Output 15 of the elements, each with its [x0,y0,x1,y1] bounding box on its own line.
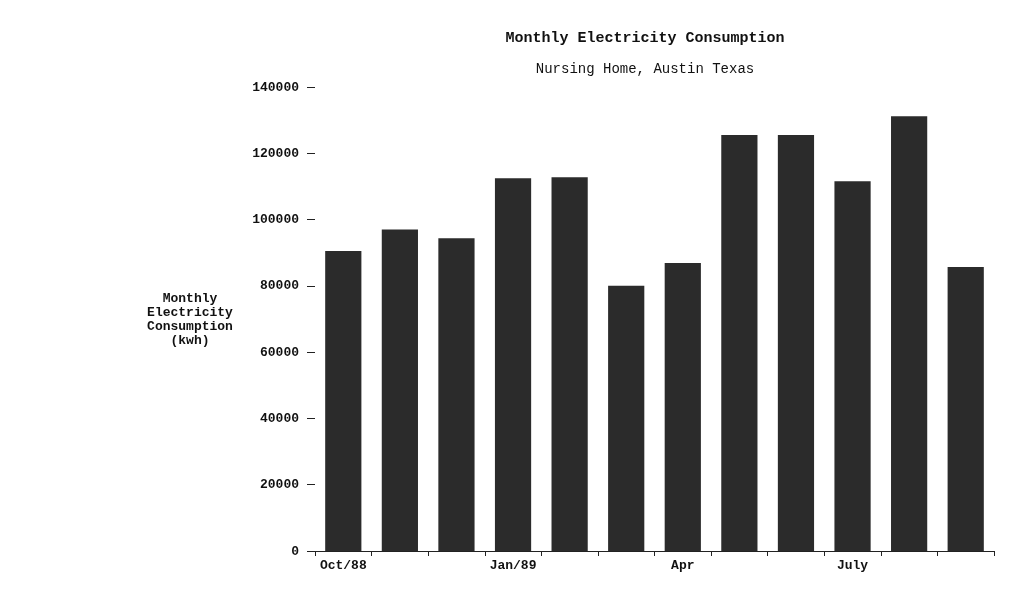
x-tick-label: Jan/89 [489,558,537,573]
y-tick-label: 20000 [259,477,300,493]
y-tick-label: 80000 [259,278,300,294]
y-tick-label: 40000 [259,410,300,426]
y-tick-label: 60000 [259,344,300,360]
chart-subtitle: Nursing Home, Austin Texas [535,61,755,77]
y-tick-label: 0 [291,543,300,559]
y-tick-label: 100000 [252,212,300,228]
y-tick-label: 120000 [252,145,300,161]
y-tick-label: 140000 [252,79,300,95]
x-tick-label: Apr [671,558,695,573]
chart-title: Monthly Electricity Consumption [505,30,785,47]
y-axis-title: Monthly Electricity Consumption (kwh) [147,290,234,348]
x-tick-label: July [836,558,869,573]
x-tick-label: Oct/88 [319,558,367,573]
